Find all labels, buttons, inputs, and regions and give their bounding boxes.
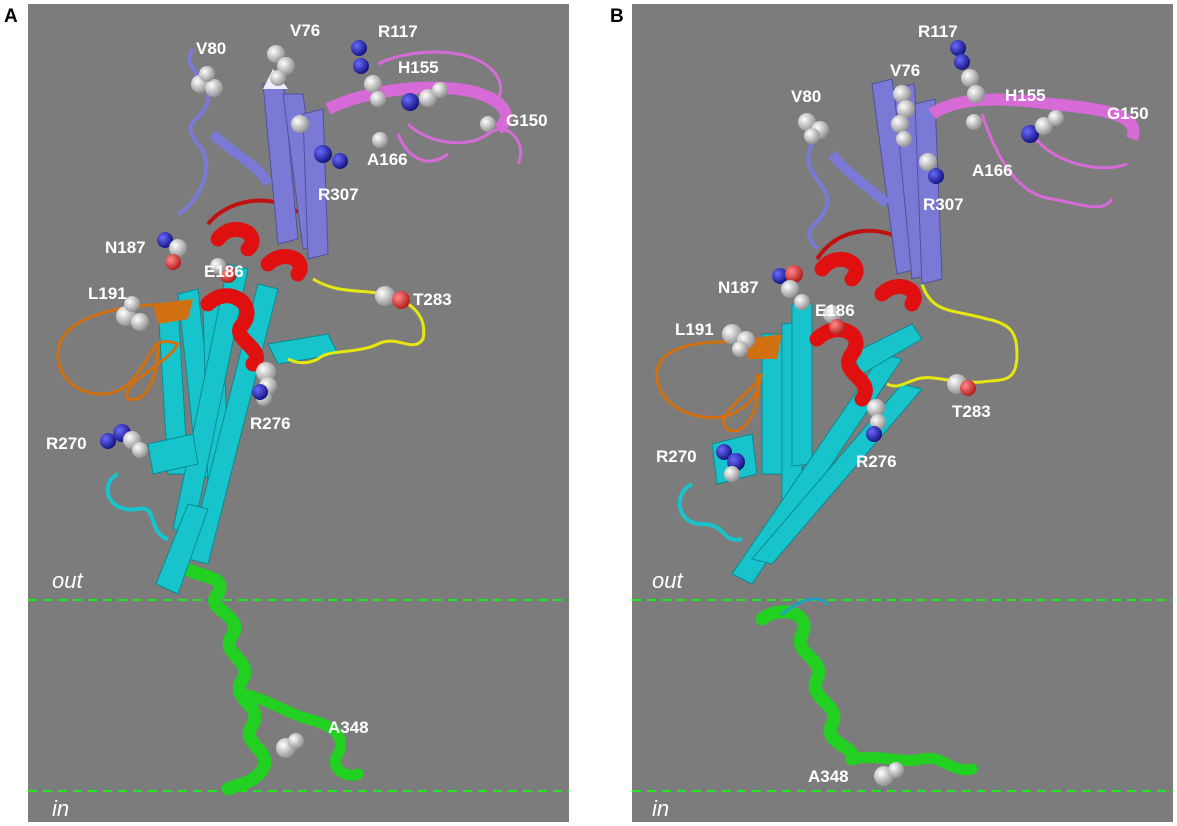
cyan-domain [711,303,923,585]
cyan-loops [105,472,169,541]
label-t283: T283 [952,402,991,421]
label-n187: N187 [718,278,759,297]
membrane-out-label: out [652,568,683,593]
label-r270: R270 [656,447,697,466]
panel-letter-a: A [4,6,18,27]
orange-loop [56,302,181,401]
pink-domain [325,50,523,165]
cyan-loops [677,482,743,542]
label-a166: A166 [367,150,408,169]
label-l191: L191 [88,284,127,303]
label-g150: G150 [1107,104,1149,123]
label-n187: N187 [105,238,146,257]
yellow-loop [886,283,1019,388]
residue-spheres [716,40,1064,786]
label-l191: L191 [675,320,714,339]
label-a166: A166 [972,161,1013,180]
label-r307: R307 [318,185,359,204]
panel-letter-b: B [610,6,624,27]
label-e186: E186 [204,262,244,281]
orange-loop [655,340,764,433]
label-h155: H155 [1005,86,1046,105]
label-h155: H155 [398,58,439,77]
label-v80: V80 [196,39,226,58]
label-r276: R276 [856,452,897,471]
structure-a: V80 V76 R117 H155 G150 A166 R307 N187 E1… [28,21,569,821]
label-r307: R307 [923,195,964,214]
label-r117: R117 [918,22,958,41]
transmembrane-helix [755,597,978,776]
orange-strand [153,299,193,324]
label-r270: R270 [46,434,87,453]
membrane-in-label: in [52,796,69,821]
yellow-loop [287,277,426,365]
panel-a: V80 V76 R117 H155 G150 A166 R307 N187 E1… [28,4,569,822]
structure-b: R117 V80 V76 H155 G150 A166 R307 N187 E1… [632,22,1173,821]
membrane-in-label: in [652,796,669,821]
red-helices [200,221,308,372]
residue-spheres [100,40,496,758]
label-v76: V76 [290,21,320,40]
label-t283: T283 [413,290,452,309]
label-v76: V76 [890,61,920,80]
label-r276: R276 [250,414,291,433]
purple-domain [806,78,943,285]
label-v80: V80 [791,87,821,106]
orange-strand [747,334,782,359]
label-a348: A348 [808,767,849,786]
transmembrane-helix [171,557,364,796]
pink-domain [928,93,1140,209]
panel-b: R117 V80 V76 H155 G150 A166 R307 N187 E1… [632,4,1173,822]
label-e186: E186 [815,301,855,320]
label-g150: G150 [506,111,548,130]
label-r117: R117 [378,22,418,41]
label-a348: A348 [328,718,369,737]
membrane-out-label: out [52,568,83,593]
